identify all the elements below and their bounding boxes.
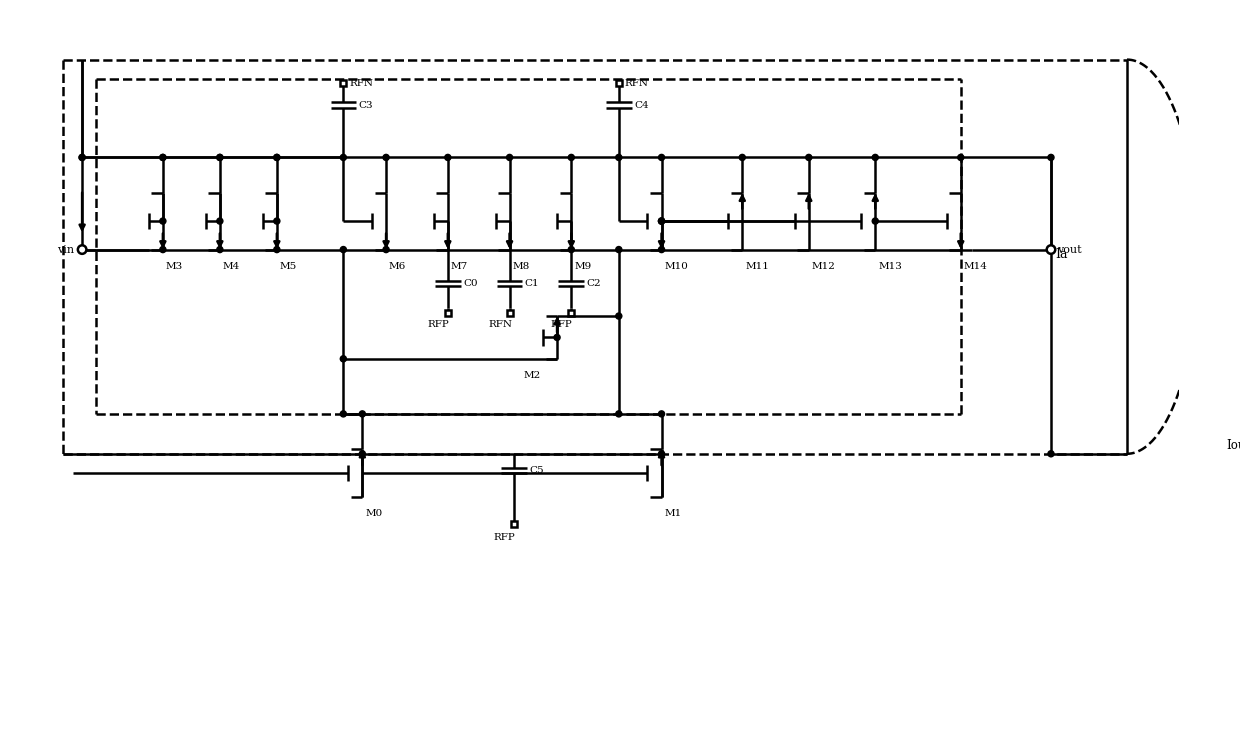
Circle shape <box>616 154 621 161</box>
Text: M1: M1 <box>665 509 682 518</box>
Circle shape <box>217 154 223 161</box>
Circle shape <box>217 154 223 161</box>
Circle shape <box>957 154 963 161</box>
Text: RFP: RFP <box>551 320 573 329</box>
Text: M3: M3 <box>166 262 184 272</box>
Circle shape <box>340 411 346 417</box>
Text: vout: vout <box>1056 245 1081 254</box>
Text: M9: M9 <box>574 262 591 272</box>
Circle shape <box>872 218 878 224</box>
Text: C2: C2 <box>587 279 601 288</box>
Circle shape <box>806 154 812 161</box>
Circle shape <box>274 218 280 224</box>
Text: RFN: RFN <box>348 79 373 88</box>
Circle shape <box>340 154 346 161</box>
Circle shape <box>658 218 665 224</box>
Text: M7: M7 <box>450 262 467 272</box>
Circle shape <box>1048 154 1054 161</box>
Text: M0: M0 <box>366 509 382 518</box>
Text: Iout: Iout <box>1226 439 1240 452</box>
Circle shape <box>658 451 665 457</box>
Circle shape <box>1048 451 1054 457</box>
Circle shape <box>658 247 665 253</box>
Text: M4: M4 <box>223 262 241 272</box>
Circle shape <box>616 247 621 253</box>
Circle shape <box>658 218 665 224</box>
Circle shape <box>79 154 86 161</box>
Text: M10: M10 <box>665 262 688 272</box>
Bar <box>445 310 451 316</box>
Text: M2: M2 <box>523 372 541 381</box>
Circle shape <box>554 334 560 340</box>
Text: M5: M5 <box>280 262 296 272</box>
Text: M6: M6 <box>389 262 407 272</box>
Circle shape <box>568 154 574 161</box>
Bar <box>616 80 621 86</box>
Circle shape <box>160 154 166 161</box>
Circle shape <box>658 154 665 161</box>
Text: C3: C3 <box>358 100 373 109</box>
Text: RFP: RFP <box>428 320 449 329</box>
Circle shape <box>79 154 86 161</box>
Text: M13: M13 <box>878 262 901 272</box>
Bar <box>341 80 346 86</box>
Circle shape <box>616 313 621 319</box>
Circle shape <box>383 247 389 253</box>
Circle shape <box>274 154 280 161</box>
Bar <box>507 310 512 316</box>
Circle shape <box>616 411 621 417</box>
Circle shape <box>217 247 223 253</box>
Bar <box>568 310 574 316</box>
Circle shape <box>160 247 166 253</box>
Circle shape <box>658 411 665 417</box>
Circle shape <box>506 154 512 161</box>
Text: RFP: RFP <box>494 533 516 542</box>
Circle shape <box>217 218 223 224</box>
Text: C5: C5 <box>529 466 544 475</box>
Text: vin: vin <box>57 245 74 254</box>
Text: C0: C0 <box>463 279 477 288</box>
Circle shape <box>340 356 346 362</box>
Circle shape <box>340 247 346 253</box>
Circle shape <box>739 154 745 161</box>
Text: M8: M8 <box>512 262 529 272</box>
Text: RFN: RFN <box>625 79 649 88</box>
Circle shape <box>360 451 366 457</box>
Circle shape <box>160 218 166 224</box>
Text: C4: C4 <box>634 100 649 109</box>
Text: RFN: RFN <box>489 320 512 329</box>
Bar <box>511 521 517 527</box>
Text: Ia: Ia <box>1055 248 1068 261</box>
Circle shape <box>160 154 166 161</box>
Circle shape <box>872 154 878 161</box>
Circle shape <box>383 154 389 161</box>
Text: M14: M14 <box>963 262 987 272</box>
Circle shape <box>274 154 280 161</box>
Circle shape <box>360 411 366 417</box>
Circle shape <box>445 154 451 161</box>
Circle shape <box>274 247 280 253</box>
Text: M12: M12 <box>812 262 836 272</box>
Circle shape <box>658 218 665 224</box>
Text: C1: C1 <box>525 279 539 288</box>
Text: M11: M11 <box>745 262 769 272</box>
Circle shape <box>568 247 574 253</box>
